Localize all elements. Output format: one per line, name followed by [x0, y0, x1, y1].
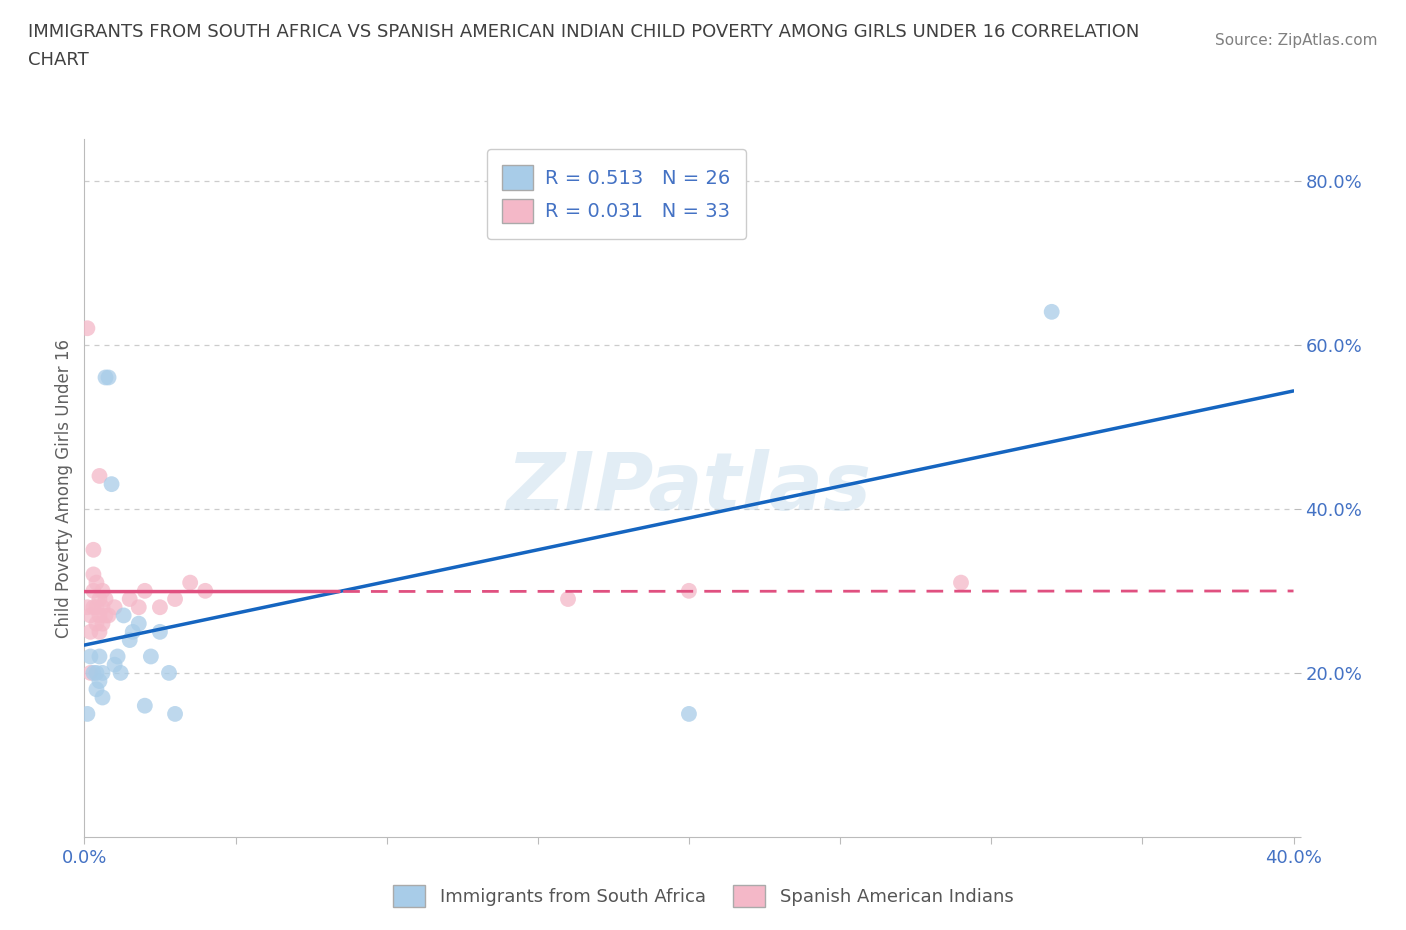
- Point: [118, 591, 141, 606]
- Text: Source: ZipAtlas.com: Source: ZipAtlas.com: [1215, 33, 1378, 47]
- Point: [82, 567, 104, 582]
- Point: [86, 666, 108, 681]
- Point: [91, 600, 114, 615]
- Point: [89, 591, 111, 606]
- Point: [89, 624, 111, 639]
- Point: [82, 542, 104, 557]
- Point: [104, 658, 127, 672]
- Point: [134, 583, 156, 598]
- Point: [128, 617, 150, 631]
- Point: [94, 591, 117, 606]
- Point: [97, 608, 120, 623]
- Point: [97, 370, 120, 385]
- Point: [118, 632, 141, 647]
- Point: [76, 600, 98, 615]
- Point: [557, 591, 579, 606]
- Point: [157, 666, 180, 681]
- Point: [79, 624, 101, 639]
- Point: [91, 617, 114, 631]
- Point: [79, 666, 101, 681]
- Point: [107, 649, 129, 664]
- Point: [76, 707, 98, 722]
- Y-axis label: Child Poverty Among Girls Under 16: Child Poverty Among Girls Under 16: [55, 339, 73, 638]
- Text: ZIPatlas: ZIPatlas: [506, 449, 872, 527]
- Point: [86, 682, 108, 697]
- Point: [112, 608, 135, 623]
- Point: [89, 673, 111, 688]
- Point: [82, 600, 104, 615]
- Point: [82, 666, 104, 681]
- Point: [104, 600, 127, 615]
- Point: [163, 707, 186, 722]
- Point: [128, 600, 150, 615]
- Point: [100, 477, 122, 492]
- Point: [139, 649, 162, 664]
- Point: [179, 575, 201, 590]
- Point: [121, 624, 143, 639]
- Point: [89, 649, 111, 664]
- Point: [79, 649, 101, 664]
- Text: IMMIGRANTS FROM SOUTH AFRICA VS SPANISH AMERICAN INDIAN CHILD POVERTY AMONG GIRL: IMMIGRANTS FROM SOUTH AFRICA VS SPANISH …: [28, 23, 1139, 41]
- Point: [94, 608, 117, 623]
- Point: [91, 583, 114, 598]
- Point: [1040, 304, 1063, 319]
- Point: [678, 707, 700, 722]
- Point: [91, 690, 114, 705]
- Point: [134, 698, 156, 713]
- Point: [82, 583, 104, 598]
- Legend: Immigrants from South Africa, Spanish American Indians: Immigrants from South Africa, Spanish Am…: [384, 876, 1022, 916]
- Point: [94, 370, 117, 385]
- Point: [86, 600, 108, 615]
- Text: CHART: CHART: [28, 51, 89, 69]
- Point: [950, 575, 973, 590]
- Point: [149, 624, 172, 639]
- Point: [76, 321, 98, 336]
- Point: [678, 583, 700, 598]
- Point: [110, 666, 132, 681]
- Point: [86, 617, 108, 631]
- Point: [79, 608, 101, 623]
- Legend: R = 0.513   N = 26, R = 0.031   N = 33: R = 0.513 N = 26, R = 0.031 N = 33: [486, 149, 747, 239]
- Point: [194, 583, 217, 598]
- Point: [89, 469, 111, 484]
- Point: [163, 591, 186, 606]
- Point: [86, 575, 108, 590]
- Point: [91, 666, 114, 681]
- Point: [89, 608, 111, 623]
- Point: [149, 600, 172, 615]
